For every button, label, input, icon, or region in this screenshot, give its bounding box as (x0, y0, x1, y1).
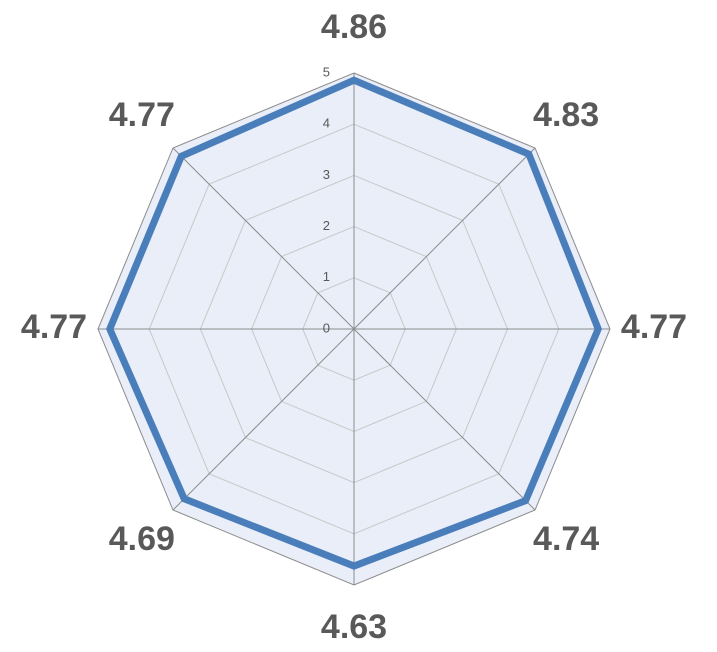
spoke (172, 328, 355, 511)
spoke (353, 147, 536, 330)
spoke (353, 328, 536, 511)
value-label: 4.77 (109, 96, 175, 134)
value-label: 4.86 (321, 8, 387, 46)
y-tick-label: 0 (323, 320, 330, 335)
value-label: 4.69 (109, 520, 175, 558)
value-label: 4.77 (21, 308, 87, 346)
value-label: 4.74 (533, 520, 599, 558)
y-tick-label: 2 (323, 218, 330, 233)
y-tick-label: 3 (323, 167, 330, 182)
y-tick-label: 1 (323, 269, 330, 284)
value-label: 4.83 (533, 96, 599, 134)
value-label: 4.63 (321, 608, 387, 646)
y-tick-label: 4 (323, 116, 330, 131)
value-label: 4.77 (621, 308, 687, 346)
y-tick-label: 5 (323, 64, 330, 79)
spoke (172, 147, 355, 330)
data-line (105, 76, 603, 570)
